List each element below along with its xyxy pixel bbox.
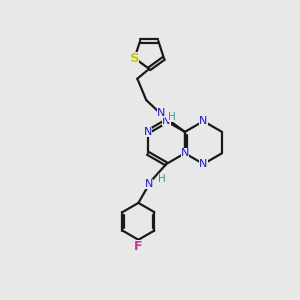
Text: H: H <box>158 174 166 184</box>
Text: N: N <box>157 108 165 118</box>
Text: N: N <box>144 127 152 137</box>
Text: F: F <box>134 240 143 253</box>
Text: N: N <box>145 178 153 189</box>
Text: N: N <box>199 116 208 126</box>
Text: N: N <box>181 148 189 158</box>
Text: S: S <box>130 52 139 65</box>
Text: N: N <box>162 116 170 126</box>
Text: N: N <box>199 159 208 169</box>
Text: H: H <box>168 112 176 122</box>
